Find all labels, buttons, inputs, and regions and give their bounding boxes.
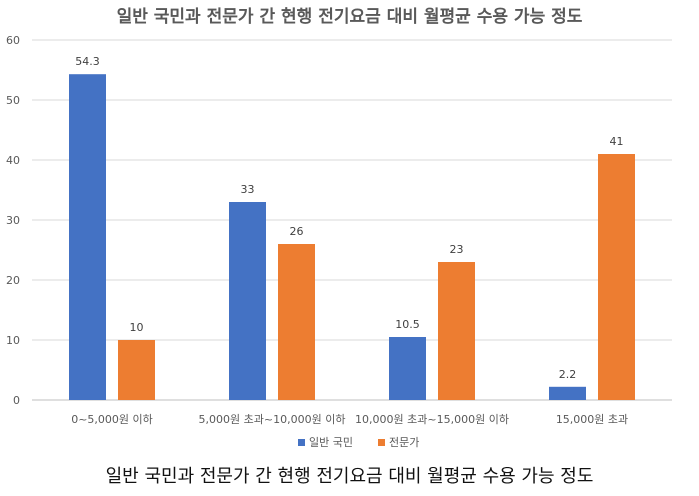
- legend-swatch: [378, 439, 385, 446]
- x-category-label: 15,000원 초과: [556, 413, 628, 426]
- bar: [438, 262, 475, 400]
- data-label: 54.3: [75, 55, 100, 68]
- legend: 일반 국민 전문가: [298, 435, 419, 449]
- y-tick-label: 10: [6, 334, 20, 347]
- data-label: 33: [241, 183, 255, 196]
- data-labels: 54.3 10 33 26 10.5 23 2.2 41: [75, 55, 623, 381]
- y-tick-label: 60: [6, 34, 20, 47]
- y-tick-label: 40: [6, 154, 20, 167]
- bar: [69, 74, 106, 400]
- bars: [69, 74, 635, 400]
- y-tick-label: 30: [6, 214, 20, 227]
- bar: [118, 340, 155, 400]
- x-axis-categories: 0~5,000원 이하 5,000원 초과~10,000원 이하 10,000원 초…: [71, 412, 628, 426]
- x-category-label: 0~5,000원 이하: [71, 412, 153, 426]
- bar: [389, 337, 426, 400]
- legend-label: 일반 국민: [309, 435, 353, 449]
- data-label: 10.5: [395, 318, 420, 331]
- y-tick-label: 0: [13, 394, 20, 407]
- chart-title: 일반 국민과 전문가 간 현행 전기요금 대비 월평균 수용 가능 정도: [116, 7, 583, 27]
- bar-chart: 0 10 20 30 40 50 60 54.3 10 33 26 10.5 23 2.2 41 0~5,…: [6, 34, 672, 449]
- data-label: 26: [290, 225, 304, 238]
- x-category-label: 10,000원 초과~15,000원 이하: [355, 412, 509, 426]
- x-category-label: 5,000원 초과~10,000원 이하: [199, 412, 346, 426]
- data-label: 2.2: [559, 368, 577, 381]
- bar: [229, 202, 266, 400]
- bar: [598, 154, 635, 400]
- bar: [549, 386, 586, 400]
- y-tick-label: 50: [6, 94, 20, 107]
- bar: [278, 244, 315, 400]
- y-tick-label: 20: [6, 274, 20, 287]
- data-label: 23: [450, 243, 464, 256]
- data-label: 41: [610, 135, 624, 148]
- legend-label: 전문가: [389, 436, 419, 449]
- figure-caption: 일반 국민과 전문가 간 현행 전기요금 대비 월평균 수용 가능 정도: [105, 466, 594, 487]
- y-axis-ticks: 0 10 20 30 40 50 60: [6, 34, 20, 407]
- data-label: 10: [130, 321, 144, 334]
- legend-swatch: [298, 439, 305, 446]
